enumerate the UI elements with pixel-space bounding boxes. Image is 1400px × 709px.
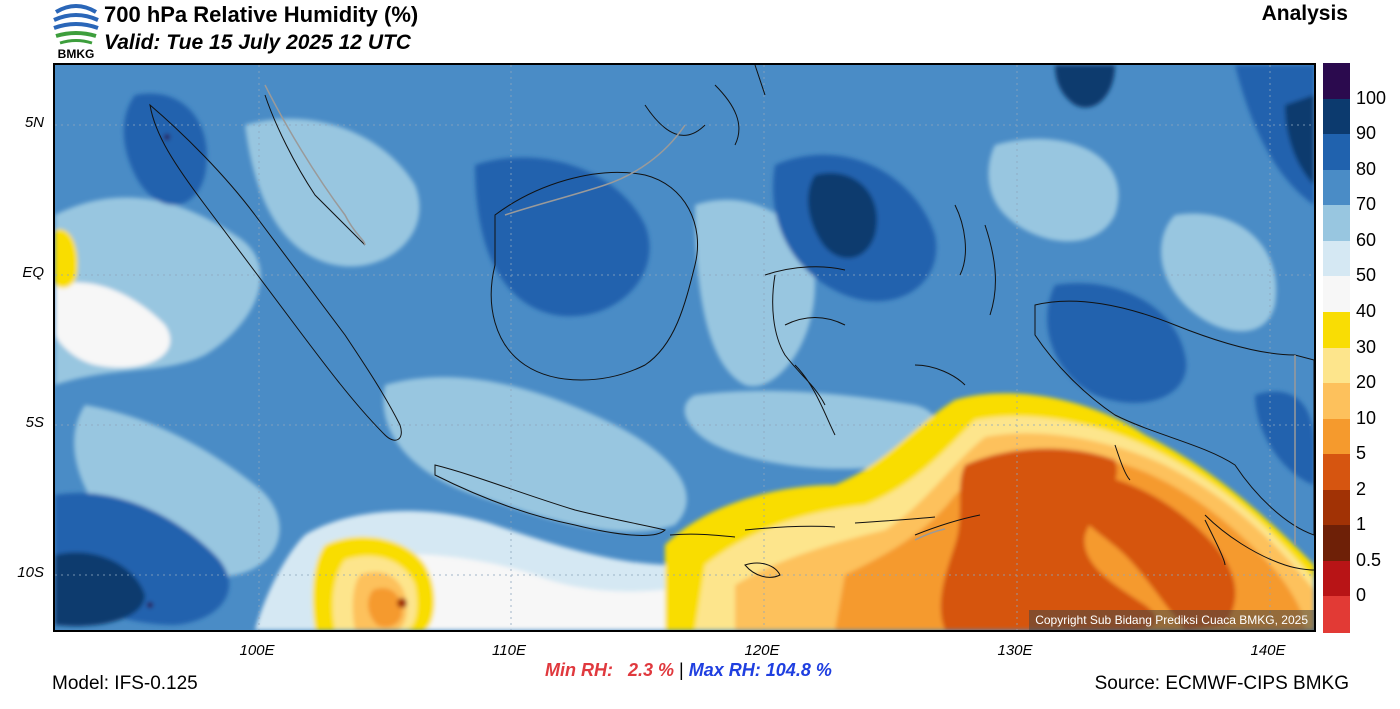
analysis-label: Analysis — [1261, 2, 1348, 25]
max-rh-label: Max RH: — [688, 660, 761, 680]
colorbar — [1323, 63, 1350, 633]
colorbar-segment — [1323, 98, 1350, 135]
colorbar-segment — [1323, 205, 1350, 242]
valid-time: Valid: Tue 15 July 2025 12 UTC — [104, 31, 411, 54]
lon-label-140e: 140E — [1250, 642, 1286, 659]
colorbar-label: 2 — [1356, 478, 1367, 499]
min-rh-value: 2.3 % — [628, 660, 675, 680]
colorbar-segment — [1323, 489, 1350, 526]
colorbar-segment — [1323, 383, 1350, 420]
colorbar-segment — [1323, 240, 1350, 277]
lon-label-100e: 100E — [239, 642, 275, 659]
lat-label-5n: 5N — [24, 114, 44, 131]
colorbar-segment — [1323, 347, 1350, 384]
lon-label-110e: 110E — [492, 642, 526, 659]
colorbar-label: 0.5 — [1356, 549, 1382, 570]
colorbar-label: 60 — [1356, 229, 1377, 250]
min-rh-label: Min RH: — [545, 660, 613, 680]
colorbar-label: 30 — [1356, 336, 1377, 357]
bmkg-logo: BMKG — [52, 2, 100, 61]
map-canvas — [55, 65, 1314, 630]
colorbar-segment — [1323, 169, 1350, 206]
min-max-separator: | — [679, 660, 684, 680]
colorbar-segment — [1323, 525, 1350, 562]
coastlines — [149, 65, 1314, 578]
colorbar-label: 80 — [1356, 158, 1377, 179]
map-gridlines — [55, 65, 1314, 630]
lon-label-130e: 130E — [997, 642, 1033, 659]
colorbar-label: 50 — [1356, 265, 1377, 286]
colorbar-segment — [1323, 418, 1350, 455]
colorbar-segment — [1323, 454, 1350, 491]
colorbar-label: 70 — [1356, 194, 1377, 215]
colorbar-segment — [1323, 311, 1350, 348]
colorbar-label: 100 — [1356, 87, 1387, 108]
humidity-field — [55, 65, 1314, 630]
colorbar-label: 20 — [1356, 372, 1377, 393]
colorbar-label: 40 — [1356, 300, 1377, 321]
colorbar-label: 90 — [1356, 123, 1377, 144]
colorbar-segment — [1323, 276, 1350, 313]
borders — [264, 84, 1296, 545]
map-title: 700 hPa Relative Humidity (%) — [104, 2, 419, 27]
lat-label-eq: EQ — [22, 264, 44, 281]
lat-label-10s: 10S — [17, 564, 44, 581]
colorbar-segment — [1323, 596, 1350, 633]
copyright-notice: Copyright Sub Bidang Prediksi Cuaca BMKG… — [1029, 610, 1314, 630]
lon-label-120e: 120E — [744, 642, 780, 659]
colorbar-segment — [1323, 560, 1350, 597]
logo-text: BMKG — [58, 47, 95, 60]
max-rh-value: 104.8 % — [765, 660, 832, 680]
source-label: Source: ECMWF-CIPS BMKG — [1094, 673, 1349, 694]
colorbar-label: 0 — [1356, 585, 1367, 606]
humidity-map: Copyright Sub Bidang Prediksi Cuaca BMKG… — [53, 63, 1316, 632]
min-max-readout: Min RH: 2.3 % | Max RH: 104.8 % — [545, 660, 832, 681]
model-label: Model: IFS-0.125 — [52, 673, 198, 694]
colorbar-segment — [1323, 134, 1350, 171]
colorbar-label: 10 — [1356, 407, 1377, 428]
colorbar-label: 1 — [1356, 514, 1367, 535]
colorbar-segment — [1323, 63, 1350, 100]
lat-label-5s: 5S — [25, 414, 44, 431]
colorbar-label: 5 — [1356, 443, 1367, 464]
